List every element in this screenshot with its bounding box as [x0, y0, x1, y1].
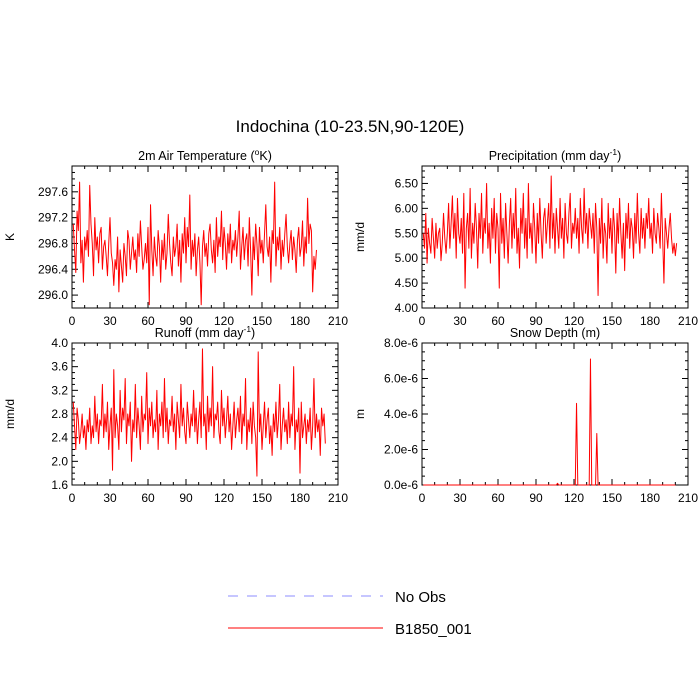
x-tick-label: 0: [419, 314, 426, 328]
y-tick-label: 0.0e-6: [384, 478, 418, 492]
y-tick-label: 4.0: [51, 336, 68, 350]
x-tick-label: 120: [214, 491, 234, 505]
panel-title: 2m Air Temperature (oK): [138, 147, 272, 163]
x-tick-label: 180: [290, 314, 310, 328]
x-tick-label: 0: [69, 314, 76, 328]
panel-title-main: Snow Depth (m): [510, 326, 600, 340]
panel-title: Runoff (mm day-1): [155, 324, 255, 340]
panel-temperature: 2m Air Temperature (oK) K 0 30 60 90 120 150 180…: [3, 147, 348, 328]
legend-label-no-obs: No Obs: [395, 589, 446, 606]
panel-title-main: Precipitation (mm day: [489, 149, 611, 163]
y-tick-label: 3.2: [51, 383, 68, 397]
panel-title-sup: o: [255, 147, 260, 157]
y-tick-label: 5.00: [395, 251, 419, 265]
x-tick-label: 210: [678, 314, 698, 328]
x-tick-label: 30: [103, 314, 117, 328]
y-axis-label: mm/d: [3, 399, 17, 429]
series-line-B1850_001: [72, 181, 317, 306]
panel-title: Precipitation (mm day-1): [489, 147, 622, 163]
y-tick-label: 8.0e-6: [384, 336, 418, 350]
x-tick-label: 0: [419, 491, 426, 505]
x-tick-label: 90: [179, 491, 193, 505]
x-tick-label: 180: [290, 491, 310, 505]
series-line-B1850_001: [422, 175, 678, 297]
series-line-B1850_001: [423, 358, 676, 486]
x-tick-label: 120: [564, 491, 584, 505]
figure-title: Indochina (10-23.5N,90-120E): [236, 117, 465, 136]
legend: No Obs B1850_001: [228, 589, 472, 638]
panel-precipitation: Precipitation (mm day-1) mm/d 0 30 60 90 120 15…: [353, 147, 698, 328]
x-tick-label: 30: [453, 491, 467, 505]
y-tick-label: 297.2: [38, 211, 68, 225]
y-tick-label: 6.00: [395, 201, 419, 215]
plot-frame: [421, 165, 689, 309]
y-tick-label: 2.4: [51, 431, 68, 445]
x-tick-label: 60: [141, 314, 155, 328]
panels: 2m Air Temperature (oK) K 0 30 60 90 120 150 180…: [3, 147, 698, 505]
y-tick-label: 4.0e-6: [384, 407, 418, 421]
x-tick-label: 180: [640, 491, 660, 505]
panel-title-end: ): [617, 149, 621, 163]
y-tick-label: 4.00: [395, 301, 419, 315]
y-tick-label: 296.8: [38, 236, 68, 250]
y-axis-label: K: [3, 233, 17, 241]
y-tick-label: 4.50: [395, 276, 419, 290]
legend-label-b1850: B1850_001: [395, 621, 472, 638]
x-tick-label: 90: [179, 314, 193, 328]
x-tick-label: 60: [141, 491, 155, 505]
x-tick-label: 60: [491, 314, 505, 328]
x-tick-label: 120: [214, 314, 234, 328]
y-tick-label: 6.50: [395, 176, 419, 190]
panel-title-main: Runoff (mm day: [155, 326, 244, 340]
x-tick-label: 150: [252, 314, 272, 328]
x-tick-label: 150: [602, 314, 622, 328]
x-tick-label: 150: [252, 491, 272, 505]
y-tick-label: 296.0: [38, 288, 68, 302]
x-tick-label: 30: [453, 314, 467, 328]
x-tick-label: 150: [602, 491, 622, 505]
x-tick-label: 120: [564, 314, 584, 328]
panel-title-end: K): [259, 149, 272, 163]
plot-frame: [421, 342, 689, 486]
y-tick-label: 296.4: [38, 262, 68, 276]
x-tick-label: 0: [69, 491, 76, 505]
x-tick-label: 210: [328, 491, 348, 505]
x-tick-label: 60: [491, 491, 505, 505]
x-tick-label: 180: [640, 314, 660, 328]
y-tick-label: 5.50: [395, 226, 419, 240]
y-tick-label: 2.0e-6: [384, 443, 418, 457]
panel-title-sup: -1: [610, 147, 618, 157]
panel-runoff: Runoff (mm day-1) mm/d 0 30 60 90 120 150 180 210…: [3, 324, 348, 505]
y-tick-label: 1.6: [51, 478, 68, 492]
panel-title-sup: -1: [243, 324, 251, 334]
panel-title-end: ): [251, 326, 255, 340]
x-tick-label: 30: [103, 491, 117, 505]
x-tick-label: 90: [529, 314, 543, 328]
y-axis-label: m: [353, 409, 367, 419]
y-tick-label: 297.6: [38, 185, 68, 199]
y-tick-label: 2.0: [51, 454, 68, 468]
panel-snow: Snow Depth (m) m 0 30 60 90 120 150 180 210 0.0e-6…: [353, 326, 698, 505]
x-tick-label: 210: [678, 491, 698, 505]
y-tick-label: 3.6: [51, 360, 68, 374]
y-tick-label: 6.0e-6: [384, 372, 418, 386]
x-tick-label: 90: [529, 491, 543, 505]
panel-title: Snow Depth (m): [510, 326, 600, 340]
y-tick-label: 2.8: [51, 407, 68, 421]
series-line-B1850_001: [72, 348, 326, 477]
y-axis-label: mm/d: [353, 222, 367, 252]
panel-title-main: 2m Air Temperature (: [138, 149, 255, 163]
x-tick-label: 210: [328, 314, 348, 328]
